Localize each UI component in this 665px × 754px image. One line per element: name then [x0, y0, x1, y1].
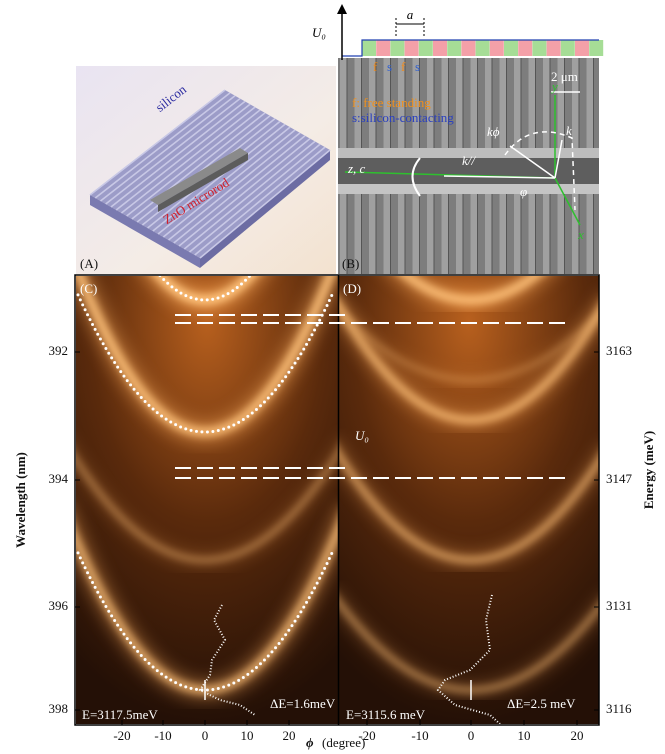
- strip-cell: [532, 40, 546, 56]
- y-tick-label: 392: [49, 343, 69, 358]
- width-label: ΔE=1.6meV: [270, 696, 336, 711]
- x-tick-label: 0: [468, 728, 475, 743]
- x-tick-label: 10: [241, 728, 254, 743]
- strip-cell: [447, 40, 461, 56]
- width-label: ΔE=2.5 meV: [507, 696, 576, 711]
- page: {"panels": { "a": {"label": "(A)", "sili…: [0, 0, 665, 754]
- potential-label: U₀: [312, 25, 326, 40]
- segment-label: s: [387, 59, 392, 74]
- segment-label: f: [373, 59, 378, 74]
- y2-axis-title: Energy (meV): [641, 431, 656, 509]
- strip-cell: [561, 40, 575, 56]
- strip-cell: [575, 40, 589, 56]
- k-phi-label: kϕ: [487, 124, 500, 139]
- y-tick-label: 394: [49, 471, 69, 486]
- figure: silicon ZnO microrod (A) U₀ a f s f s 2 …: [0, 0, 665, 754]
- strip-cell: [405, 40, 419, 56]
- panel-label: (C): [80, 281, 97, 296]
- legend-s: s:silicon-contacting: [352, 110, 454, 125]
- strip-cell: [476, 40, 490, 56]
- strip-cell: [419, 40, 433, 56]
- segment-label: s: [415, 59, 420, 74]
- angle-label: φ: [520, 184, 527, 199]
- legend-f: f: free standing: [352, 95, 431, 110]
- segment-label: f: [401, 59, 406, 74]
- strip-cell: [504, 40, 518, 56]
- energy-label: E=3115.6 meV: [346, 707, 426, 722]
- y2-tick-label: 3163: [606, 343, 632, 358]
- y2-tick-label: 3147: [606, 471, 633, 486]
- strip-cell: [362, 40, 376, 56]
- x-tick-label: 10: [518, 728, 531, 743]
- strip-cell: [376, 40, 390, 56]
- x-tick-label: 20: [571, 728, 584, 743]
- panel-label: (B): [342, 256, 359, 271]
- period-label: a: [407, 7, 414, 22]
- strip-cell: [433, 40, 447, 56]
- microrod-edge: [338, 184, 599, 194]
- strip-cell: [547, 40, 561, 56]
- k-label: k: [566, 123, 572, 138]
- axis-z-label: z, c: [347, 161, 366, 176]
- y-tick-label: 396: [49, 598, 69, 613]
- axis-y-label: y: [550, 79, 558, 94]
- potential-strip: [342, 38, 603, 58]
- y2-tick-label: 3131: [606, 598, 632, 613]
- x-axis-symbol: ϕ: [306, 735, 314, 750]
- strip-cell: [518, 40, 532, 56]
- energy-label: E=3117.5meV: [82, 707, 158, 722]
- strip-cell: [461, 40, 475, 56]
- panel-label: (A): [80, 256, 98, 271]
- arrow-head: [337, 4, 347, 14]
- x-tick-label: -10: [154, 728, 171, 743]
- strip-cell: [390, 40, 404, 56]
- k-par-label: k//: [462, 153, 476, 168]
- x-tick-label: -10: [411, 728, 428, 743]
- x-axis-title: (degree): [322, 735, 365, 750]
- y2-tick-label: 3116: [606, 701, 632, 716]
- strip-cell: [589, 40, 603, 56]
- x-tick-label: 20: [283, 728, 296, 743]
- x-tick-label: 0: [202, 728, 209, 743]
- potential-label: U₀: [355, 428, 369, 443]
- strip-cell: [490, 40, 504, 56]
- panel-label: (D): [343, 281, 361, 296]
- axis-x-label: x: [577, 227, 584, 242]
- y-tick-label: 398: [49, 701, 69, 716]
- x-tick-label: -20: [113, 728, 130, 743]
- y-axis-title: Wavelength (nm): [13, 452, 28, 548]
